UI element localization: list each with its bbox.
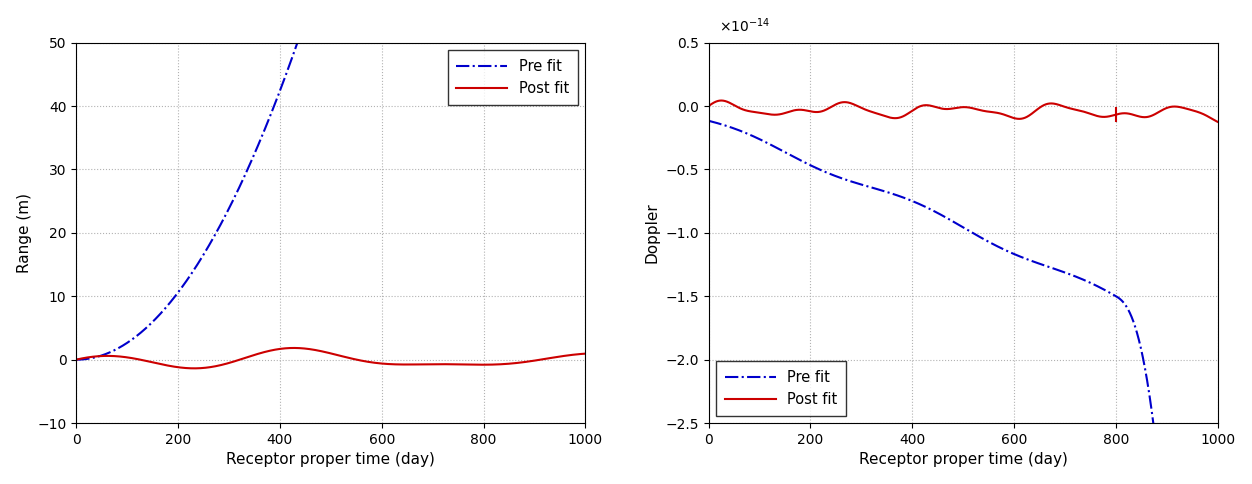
Post fit bbox=[1201, 114, 1216, 120]
Post fit bbox=[264, 348, 279, 353]
X-axis label: Receptor proper time (day): Receptor proper time (day) bbox=[227, 453, 436, 468]
Post fit bbox=[287, 345, 302, 351]
Pre fit bbox=[153, 311, 168, 317]
Pre fit bbox=[759, 140, 774, 146]
Post fit bbox=[578, 351, 593, 357]
Pre fit bbox=[290, 37, 305, 43]
Post fit bbox=[69, 357, 84, 363]
Line: Post fit: Post fit bbox=[709, 101, 1218, 122]
Post fit bbox=[919, 102, 934, 108]
Line: Pre fit: Pre fit bbox=[709, 121, 1218, 484]
Line: Post fit: Post fit bbox=[76, 348, 586, 368]
X-axis label: Receptor proper time (day): Receptor proper time (day) bbox=[859, 453, 1068, 468]
Pre fit bbox=[896, 195, 911, 201]
Pre fit bbox=[919, 204, 934, 210]
Pre fit bbox=[1146, 417, 1161, 423]
Legend: Pre fit, Post fit: Pre fit, Post fit bbox=[448, 50, 578, 105]
Post fit bbox=[759, 111, 774, 117]
Post fit bbox=[568, 351, 583, 357]
Post fit bbox=[513, 360, 528, 365]
Y-axis label: Range (m): Range (m) bbox=[16, 193, 31, 273]
Legend: Pre fit, Post fit: Pre fit, Post fit bbox=[716, 361, 846, 416]
Post fit bbox=[1146, 112, 1161, 118]
Pre fit bbox=[789, 155, 804, 161]
Line: Pre fit: Pre fit bbox=[76, 40, 298, 360]
Post fit bbox=[1211, 119, 1226, 125]
Pre fit bbox=[76, 356, 91, 362]
Post fit bbox=[287, 345, 302, 351]
Pre fit bbox=[163, 300, 178, 305]
Pre fit bbox=[269, 96, 284, 102]
Post fit bbox=[896, 113, 911, 119]
Pre fit bbox=[701, 118, 716, 124]
Post fit bbox=[790, 107, 805, 113]
Post fit bbox=[701, 103, 716, 109]
Post fit bbox=[714, 98, 729, 104]
Pre fit bbox=[257, 128, 272, 134]
Pre fit bbox=[69, 357, 84, 363]
Post fit bbox=[187, 365, 202, 371]
Post fit bbox=[126, 356, 141, 362]
Post fit bbox=[156, 362, 172, 368]
Pre fit bbox=[263, 111, 278, 117]
Text: $\times10^{-14}$: $\times10^{-14}$ bbox=[719, 16, 770, 35]
Y-axis label: Doppler: Doppler bbox=[645, 202, 660, 263]
